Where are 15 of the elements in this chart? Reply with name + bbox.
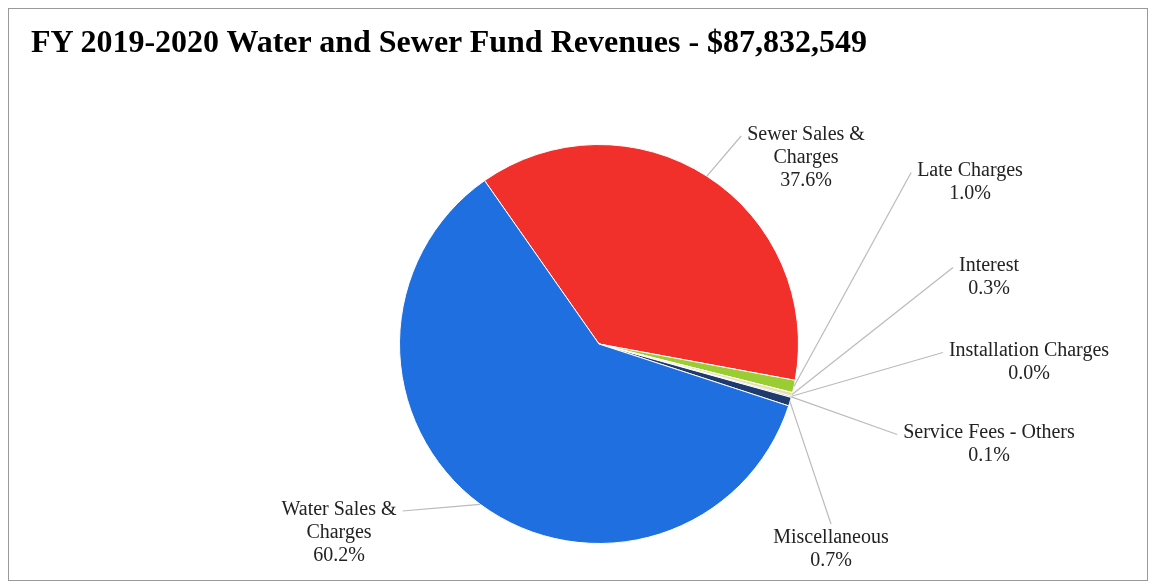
slice-label: Late Charges (917, 158, 1024, 182)
slice-label: Miscellaneous (773, 525, 889, 548)
data-label: 0.7% (810, 548, 852, 571)
slice-label: Water Sales & Charges (281, 496, 397, 543)
data-label: 1.0% (949, 181, 991, 204)
data-label: 0.3% (968, 276, 1010, 299)
slice-label: Interest (959, 253, 1020, 276)
slice-label: Service Fees - Others (903, 420, 1076, 443)
data-label: 0.1% (968, 443, 1010, 466)
data-label: 37.6% (780, 167, 832, 190)
data-label: 60.2% (313, 542, 365, 565)
text: 0.0% (1008, 361, 1050, 384)
slice-label: Sewer Sales & Charges (747, 121, 866, 168)
category-label: Installation Charges (948, 338, 1110, 361)
chart-title: FY 2019-2020 Water and Sewer Fund Revenues - $87,832,549 (29, 22, 869, 61)
